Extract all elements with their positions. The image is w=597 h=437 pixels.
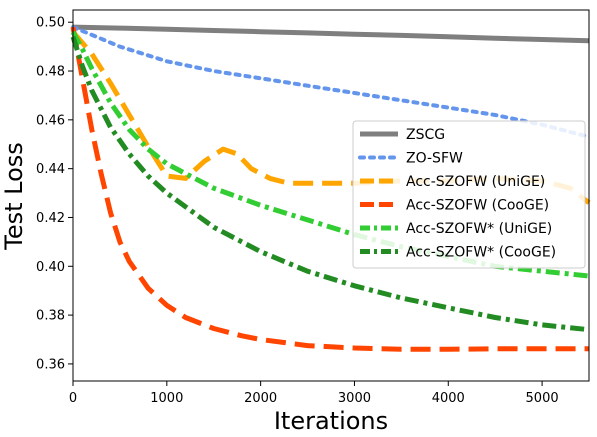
- y-axis-label: Test Loss: [0, 142, 28, 251]
- series-line-acc-szofw-cooge: [70, 26, 589, 352]
- legend-label-acc-szofw-star-unige: Acc-SZOFW* (UniGE): [406, 221, 552, 237]
- series-line-zo-sfw: [71, 25, 591, 139]
- x-tick-label: 2000: [244, 391, 277, 406]
- legend-box: [352, 120, 586, 269]
- y-tick-label: 0.40: [36, 260, 65, 275]
- y-tick-label: 0.36: [36, 357, 65, 372]
- x-tick-label: 1000: [150, 391, 183, 406]
- legend-label-zscg: ZSCG: [406, 127, 445, 143]
- legend-label-acc-szofw-unige: Acc-SZOFW (UniGE): [406, 174, 545, 190]
- legend-entries: ZSCG ZO-SFW Acc-SZOFW (UniGE) Acc-SZOFW (Co…: [358, 127, 556, 261]
- y-tick-label: 0.46: [36, 113, 65, 128]
- plot-frame: [72, 9, 590, 382]
- y-tick-label: 0.50: [36, 16, 65, 31]
- y-tick-label: 0.42: [36, 211, 65, 226]
- x-tick-label: 5000: [526, 391, 559, 406]
- series-line-zscg: [72, 24, 590, 44]
- y-axis-ticks: 0.36 0.38 0.40 0.42 0.44 0.46 0.48 0.50: [36, 16, 73, 372]
- legend-label-acc-szofw-cooge: Acc-SZOFW (CooGE): [406, 198, 549, 214]
- x-tick-label: 0: [69, 391, 77, 406]
- x-tick-label: 4000: [432, 391, 465, 406]
- series-line-acc-szofw-star-cooge: [70, 36, 590, 333]
- x-axis-ticks: 0 1000 2000 3000 4000 5000: [69, 381, 559, 406]
- legend: ZSCG ZO-SFW Acc-SZOFW (UniGE) Acc-SZOFW (Co…: [352, 120, 586, 269]
- y-tick-label: 0.44: [36, 162, 65, 177]
- y-tick-label: 0.38: [36, 309, 65, 324]
- x-tick-label: 3000: [338, 391, 371, 406]
- legend-label-zo-sfw: ZO-SFW: [406, 151, 463, 167]
- x-axis-label: Iterations: [274, 407, 388, 433]
- y-tick-label: 0.48: [36, 65, 65, 80]
- legend-label-acc-szofw-star-cooge: Acc-SZOFW* (CooGE): [406, 245, 556, 261]
